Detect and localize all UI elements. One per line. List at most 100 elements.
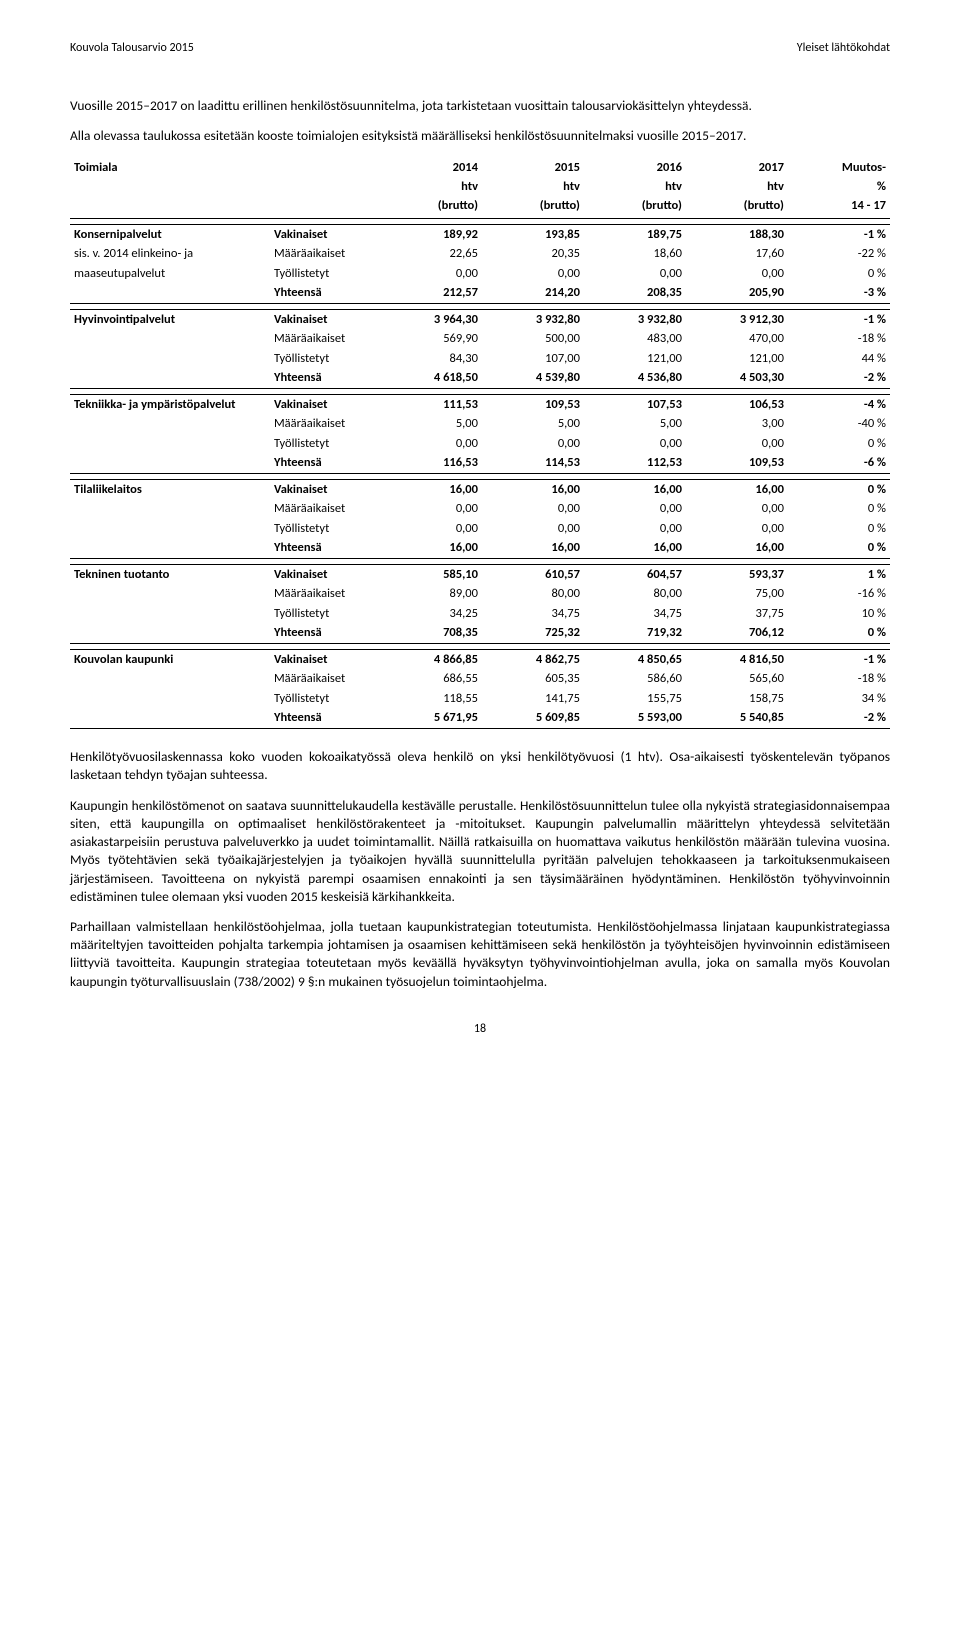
value-cell: 0,00 <box>482 499 584 519</box>
row-type-cell: Työllistetyt <box>270 349 380 369</box>
value-cell: 16,00 <box>482 538 584 558</box>
value-cell: 4 539,80 <box>482 368 584 388</box>
value-cell: 107,53 <box>584 394 686 414</box>
section-name-cell: Tilaliikelaitos <box>70 479 270 499</box>
value-cell: 605,35 <box>482 669 584 689</box>
value-cell: -40 % <box>788 414 890 434</box>
page-number: 18 <box>70 1021 890 1038</box>
table-row: Kouvolan kaupunkiVakinaiset4 866,854 862… <box>70 649 890 669</box>
value-cell: 22,65 <box>380 244 482 264</box>
value-cell: -1 % <box>788 224 890 244</box>
row-type-cell: Yhteensä <box>270 708 380 728</box>
value-cell: 708,35 <box>380 623 482 643</box>
row-type-cell: Työllistetyt <box>270 604 380 624</box>
value-cell: 0,00 <box>380 264 482 284</box>
value-cell: 112,53 <box>584 453 686 473</box>
value-cell: 205,90 <box>686 283 788 303</box>
post-para-1: Henkilötyövuosilaskennassa koko vuoden k… <box>70 748 890 784</box>
th-year-2017: 2017 <box>686 159 788 178</box>
th-brutto: (brutto) <box>380 196 482 218</box>
value-cell: 212,57 <box>380 283 482 303</box>
table-row: Yhteensä5 671,955 609,855 593,005 540,85… <box>70 708 890 728</box>
th-unit: htv <box>686 178 788 197</box>
table-row: Tekniikka- ja ympäristöpalvelutVakinaise… <box>70 394 890 414</box>
value-cell: -16 % <box>788 584 890 604</box>
value-cell: -4 % <box>788 394 890 414</box>
value-cell: 610,57 <box>482 564 584 584</box>
value-cell: 4 816,50 <box>686 649 788 669</box>
value-cell: 16,00 <box>380 538 482 558</box>
value-cell: 214,20 <box>482 283 584 303</box>
table-row: Määräaikaiset0,000,000,000,000 % <box>70 499 890 519</box>
row-type-cell: Vakinaiset <box>270 564 380 584</box>
value-cell: -18 % <box>788 669 890 689</box>
th-unit: htv <box>482 178 584 197</box>
th-unit: htv <box>380 178 482 197</box>
value-cell: 3 964,30 <box>380 309 482 329</box>
table-row: Tekninen tuotantoVakinaiset585,10610,576… <box>70 564 890 584</box>
value-cell: 34,25 <box>380 604 482 624</box>
value-cell: 111,53 <box>380 394 482 414</box>
value-cell: 5,00 <box>584 414 686 434</box>
section-name-cell: Hyvinvointipalvelut <box>70 309 270 329</box>
value-cell: 0 % <box>788 479 890 499</box>
value-cell: 34 % <box>788 689 890 709</box>
th-change-unit: % <box>788 178 890 197</box>
row-type-cell: Vakinaiset <box>270 394 380 414</box>
value-cell: 10 % <box>788 604 890 624</box>
th-toimiala: Toimiala <box>70 159 270 178</box>
value-cell: -3 % <box>788 283 890 303</box>
value-cell: 4 536,80 <box>584 368 686 388</box>
section-name-cell <box>70 499 270 519</box>
th-year-2016: 2016 <box>584 159 686 178</box>
value-cell: 500,00 <box>482 329 584 349</box>
value-cell: 114,53 <box>482 453 584 473</box>
value-cell: 4 850,65 <box>584 649 686 669</box>
value-cell: 208,35 <box>584 283 686 303</box>
value-cell: -1 % <box>788 649 890 669</box>
table-row: Työllistetyt0,000,000,000,000 % <box>70 434 890 454</box>
table-row: Määräaikaiset686,55605,35586,60565,60-18… <box>70 669 890 689</box>
value-cell: 155,75 <box>584 689 686 709</box>
value-cell: 4 866,85 <box>380 649 482 669</box>
value-cell: 189,92 <box>380 224 482 244</box>
th-year-2014: 2014 <box>380 159 482 178</box>
value-cell: 569,90 <box>380 329 482 349</box>
value-cell: 80,00 <box>584 584 686 604</box>
post-para-3: Parhaillaan valmistellaan henkilöstöohje… <box>70 918 890 991</box>
value-cell: 0,00 <box>584 434 686 454</box>
value-cell: 0,00 <box>482 519 584 539</box>
section-name-cell <box>70 669 270 689</box>
row-type-cell: Määräaikaiset <box>270 244 380 264</box>
section-name-cell <box>70 538 270 558</box>
value-cell: 16,00 <box>686 479 788 499</box>
value-cell: 725,32 <box>482 623 584 643</box>
value-cell: 16,00 <box>380 479 482 499</box>
table-row: Määräaikaiset89,0080,0080,0075,00-16 % <box>70 584 890 604</box>
table-row: HyvinvointipalvelutVakinaiset3 964,303 9… <box>70 309 890 329</box>
value-cell: 0 % <box>788 499 890 519</box>
value-cell: 37,75 <box>686 604 788 624</box>
section-name-cell: sis. v. 2014 elinkeino- ja <box>70 244 270 264</box>
value-cell: 20,35 <box>482 244 584 264</box>
row-type-cell: Yhteensä <box>270 623 380 643</box>
value-cell: 16,00 <box>482 479 584 499</box>
post-para-2: Kaupungin henkilöstömenot on saatava suu… <box>70 797 890 906</box>
section-name-cell <box>70 689 270 709</box>
table-row: Yhteensä116,53114,53112,53109,53-6 % <box>70 453 890 473</box>
value-cell: 75,00 <box>686 584 788 604</box>
value-cell: 0,00 <box>686 519 788 539</box>
row-type-cell: Vakinaiset <box>270 224 380 244</box>
intro-para-2: Alla olevassa taulukossa esitetään koost… <box>70 127 890 145</box>
table-row: Työllistetyt0,000,000,000,000 % <box>70 519 890 539</box>
table-row: Työllistetyt84,30107,00121,00121,0044 % <box>70 349 890 369</box>
row-type-cell: Yhteensä <box>270 538 380 558</box>
section-name-cell: maaseutupalvelut <box>70 264 270 284</box>
row-type-cell: Työllistetyt <box>270 264 380 284</box>
row-type-cell: Määräaikaiset <box>270 669 380 689</box>
value-cell: 706,12 <box>686 623 788 643</box>
value-cell: 44 % <box>788 349 890 369</box>
th-year-2015: 2015 <box>482 159 584 178</box>
section-name-cell <box>70 349 270 369</box>
value-cell: 89,00 <box>380 584 482 604</box>
